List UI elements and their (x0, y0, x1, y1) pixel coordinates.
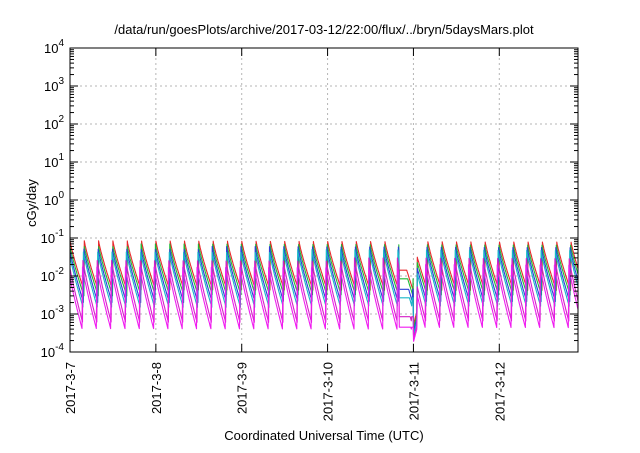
y-tick-label: 103 (44, 76, 64, 94)
x-tick-label: 2017-3-12 (492, 362, 507, 421)
x-tick-label: 2017-3-7 (63, 362, 78, 414)
x-tick-label: 2017-3-8 (149, 362, 164, 414)
y-tick-label: 10-2 (41, 266, 65, 284)
x-tick-label: 2017-3-11 (406, 362, 421, 420)
y-tick-label: 10-3 (41, 304, 65, 322)
y-tick-label: 102 (44, 114, 64, 132)
series-line (69, 257, 579, 339)
y-axis-label: cGy/day (24, 179, 39, 227)
y-tick-label: 10-4 (41, 342, 65, 360)
y-tick-label: 10-1 (41, 228, 65, 246)
chart-title: /data/run/goesPlots/archive/2017-03-12/2… (114, 22, 534, 37)
x-axis-label: Coordinated Universal Time (UTC) (224, 428, 423, 443)
x-tick-label: 2017-3-10 (321, 362, 336, 421)
series-line (69, 264, 579, 342)
series-group (69, 240, 579, 342)
y-tick-label: 100 (44, 190, 64, 208)
y-tick-label: 104 (44, 38, 64, 56)
axes: 10-4 10-3 10-2 10-1 100 101 102 103 104 2017-3-7 2… (41, 38, 578, 421)
grid (70, 48, 578, 352)
y-tick-label: 101 (44, 152, 64, 170)
x-tick-label: 2017-3-9 (235, 362, 250, 414)
